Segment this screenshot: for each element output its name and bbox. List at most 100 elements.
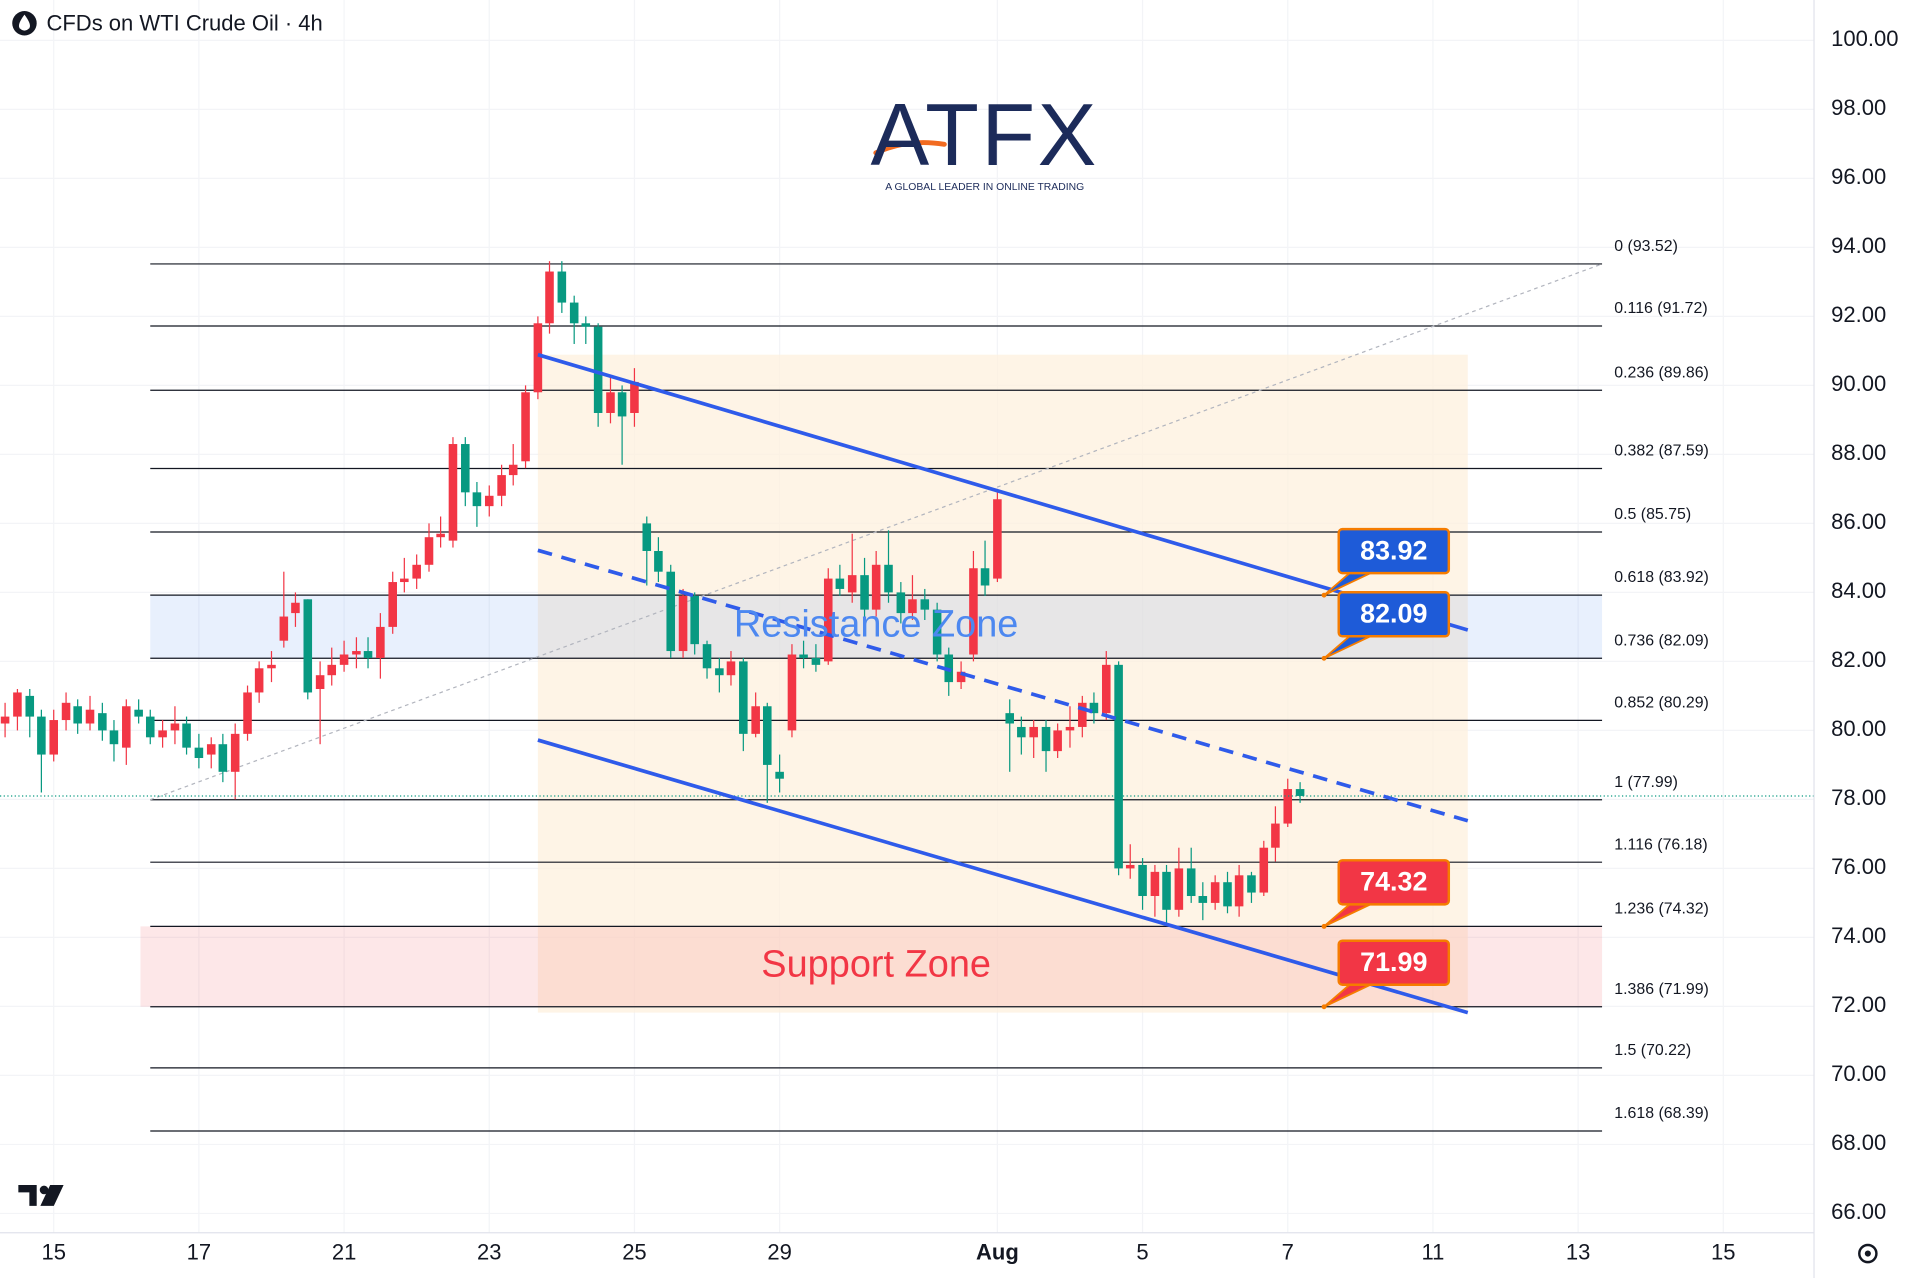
- candle-body: [593, 326, 603, 413]
- candle-body: [581, 323, 591, 327]
- candle-body: [206, 744, 216, 755]
- fib-label: 0.382 (87.59): [1614, 443, 1709, 460]
- zone-label: Support Zone: [761, 944, 991, 986]
- channel-background: [537, 354, 1468, 1013]
- candle-body: [630, 381, 639, 413]
- candle-body: [823, 578, 833, 662]
- candle-body: [98, 713, 107, 731]
- x-tick-label: 11: [1422, 1239, 1445, 1264]
- candle-body: [1065, 726, 1075, 731]
- candle-body: [932, 609, 942, 655]
- candle-body: [860, 575, 869, 610]
- candle-body: [920, 599, 930, 610]
- candle-body: [642, 523, 652, 551]
- x-tick-label: 5: [1136, 1239, 1148, 1264]
- candle-body: [25, 695, 35, 717]
- candle-body: [1089, 702, 1099, 714]
- fib-label: 0.618 (83.92): [1614, 569, 1709, 586]
- candle-body: [1234, 875, 1244, 907]
- tradingview-logo: [18, 1185, 64, 1206]
- candle-body: [182, 723, 191, 748]
- candle-body: [472, 492, 482, 507]
- candle-body: [109, 730, 119, 745]
- candle-body: [279, 616, 289, 641]
- candle-body: [1125, 864, 1135, 869]
- callout-box: [1337, 591, 1451, 638]
- candle-body: [690, 595, 699, 645]
- candle-body: [497, 475, 506, 496]
- fib-label: 1 (77.99): [1614, 774, 1678, 791]
- candle-body: [702, 644, 712, 669]
- x-tick-label: 7: [1282, 1239, 1294, 1264]
- x-tick-label: 15: [41, 1239, 65, 1264]
- trendline: [537, 548, 1469, 823]
- x-tick-label: 13: [1566, 1239, 1590, 1264]
- y-tick-label: 90.00: [1831, 371, 1886, 396]
- fib-label: 0.736 (82.09): [1614, 632, 1709, 649]
- candle-body: [654, 550, 663, 572]
- candle-body: [400, 578, 409, 583]
- fib-label: 0.236 (89.86): [1614, 364, 1709, 381]
- candle-body: [73, 706, 82, 724]
- callout-anchor: [1321, 923, 1327, 929]
- tradingview-logo-dot: [39, 1185, 49, 1195]
- y-tick-label: 76.00: [1831, 854, 1886, 879]
- fib-trend: [150, 263, 1603, 801]
- y-tick-label: 82.00: [1831, 647, 1886, 672]
- candle-body: [775, 771, 784, 779]
- candle-body: [1162, 871, 1171, 910]
- candle-body: [267, 664, 276, 669]
- candle-body: [13, 692, 22, 717]
- y-tick-label: 92.00: [1831, 302, 1886, 327]
- candle-body: [871, 564, 881, 610]
- candle-body: [243, 692, 252, 734]
- candle-body: [678, 595, 688, 652]
- fib-label: 0.5 (85.75): [1614, 506, 1691, 523]
- callout-anchor: [1321, 655, 1327, 661]
- candle-body: [884, 564, 893, 593]
- candle-body: [218, 744, 228, 772]
- candle-body: [545, 271, 554, 324]
- callout-label: 82.09: [1360, 599, 1427, 629]
- settings-icon[interactable]: [1858, 1243, 1878, 1264]
- candle-body: [158, 730, 167, 738]
- settings-icon-center[interactable]: [1864, 1250, 1871, 1257]
- candle-body: [134, 709, 143, 717]
- callout-box: [1337, 527, 1451, 575]
- y-tick-label: 94.00: [1831, 233, 1886, 258]
- candle-body: [896, 592, 906, 614]
- candle-body: [448, 444, 458, 541]
- callout-label: 71.99: [1360, 947, 1427, 977]
- candle-body: [1138, 864, 1147, 897]
- y-tick-label: 96.00: [1831, 164, 1886, 189]
- candle-body: [715, 668, 724, 676]
- fib-label: 1.116 (76.18): [1614, 836, 1707, 853]
- y-tick-label: 84.00: [1831, 578, 1886, 603]
- candle-body: [508, 464, 518, 476]
- candle-body: [303, 599, 313, 693]
- y-tick-label: 72.00: [1831, 992, 1886, 1017]
- candle-body: [1247, 875, 1256, 893]
- candle-body: [376, 626, 385, 658]
- y-tick-label: 70.00: [1831, 1061, 1886, 1086]
- candle-body: [956, 671, 966, 683]
- candle-body: [751, 706, 760, 734]
- candle-body: [388, 582, 397, 627]
- candle-body: [363, 651, 373, 658]
- fib-label: 1.386 (71.99): [1614, 981, 1709, 998]
- candle-body: [569, 302, 579, 324]
- x-tick-label: Aug: [976, 1239, 1019, 1264]
- y-tick-label: 100.00: [1831, 26, 1898, 51]
- fib-label: 1.618 (68.39): [1614, 1105, 1709, 1122]
- candle-body: [1101, 664, 1111, 714]
- candle-body: [980, 568, 990, 586]
- candle-body: [1295, 789, 1305, 796]
- candle-body: [49, 720, 58, 755]
- candle-body: [1223, 882, 1232, 907]
- logo-swoosh: [873, 140, 947, 156]
- x-tick-label: 29: [767, 1239, 791, 1264]
- y-tick-label: 88.00: [1831, 440, 1886, 465]
- x-tick-label: 23: [477, 1239, 501, 1264]
- candle-body: [1078, 702, 1087, 727]
